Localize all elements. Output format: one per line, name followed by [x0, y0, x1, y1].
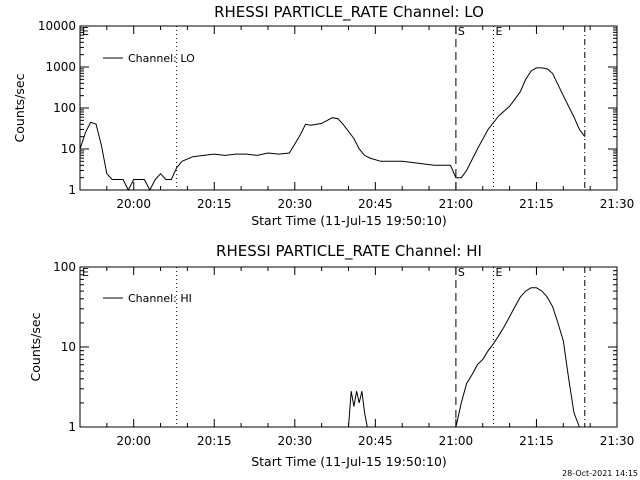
event-marker-label: S — [458, 266, 465, 279]
y-tick-label: 10000 — [38, 19, 76, 33]
y-tick-label: 1000 — [45, 60, 76, 74]
y-tick-label: 10 — [61, 340, 76, 354]
legend-label-lo: Channel: LO — [128, 52, 195, 65]
x-axis-label-hi: Start Time (11-Jul-15 19:50:10) — [251, 454, 447, 469]
x-tick-label: 21:30 — [600, 434, 635, 448]
y-tick-label: 100 — [53, 260, 76, 274]
x-tick-label: 20:30 — [278, 197, 313, 211]
series-line — [348, 391, 368, 428]
x-tick-label: 20:45 — [358, 197, 393, 211]
x-tick-label: 21:00 — [439, 197, 474, 211]
y-tick-label: 1 — [68, 420, 76, 434]
y-axis-label-hi: Counts/sec — [28, 312, 43, 381]
x-tick-label: 20:00 — [116, 434, 151, 448]
x-tick-label: 20:15 — [197, 434, 232, 448]
chart-title-lo: RHESSI PARTICLE_RATE Channel: LO — [214, 3, 484, 22]
x-axis-label-lo: Start Time (11-Jul-15 19:50:10) — [251, 213, 447, 228]
event-marker-label: E — [82, 266, 89, 279]
timestamp: 28-Oct-2021 14:15 — [562, 469, 638, 478]
event-marker-label: S — [458, 25, 465, 38]
event-marker-label: E — [495, 266, 502, 279]
x-tick-label: 20:00 — [116, 197, 151, 211]
x-tick-label: 20:45 — [358, 434, 393, 448]
event-marker-label: E — [82, 25, 89, 38]
x-tick-label: 21:00 — [439, 434, 474, 448]
panel-lo: RHESSI PARTICLE_RATE Channel: LO Counts/… — [12, 3, 634, 228]
legend-hi: Channel: HI — [103, 292, 192, 305]
x-tick-label: 21:15 — [519, 434, 554, 448]
legend-lo: Channel: LO — [103, 52, 195, 65]
y-axis-label-lo: Counts/sec — [12, 73, 27, 142]
x-tick-label: 21:30 — [600, 197, 635, 211]
series-line — [79, 67, 586, 192]
y-tick-label: 10 — [61, 142, 76, 156]
x-tick-label: 20:15 — [197, 197, 232, 211]
x-tick-label: 21:15 — [519, 197, 554, 211]
panel-hi: RHESSI PARTICLE_RATE Channel: HI Counts/… — [28, 242, 634, 469]
x-tick-label: 20:30 — [278, 434, 313, 448]
legend-label-hi: Channel: HI — [128, 292, 192, 305]
y-tick-label: 1 — [68, 183, 76, 197]
plot-frame-lo — [79, 25, 618, 191]
event-marker-label: E — [495, 25, 502, 38]
chart-title-hi: RHESSI PARTICLE_RATE Channel: HI — [216, 242, 482, 261]
y-tick-label: 100 — [53, 101, 76, 115]
series-line — [455, 287, 580, 428]
plot-frame-hi — [79, 266, 618, 428]
